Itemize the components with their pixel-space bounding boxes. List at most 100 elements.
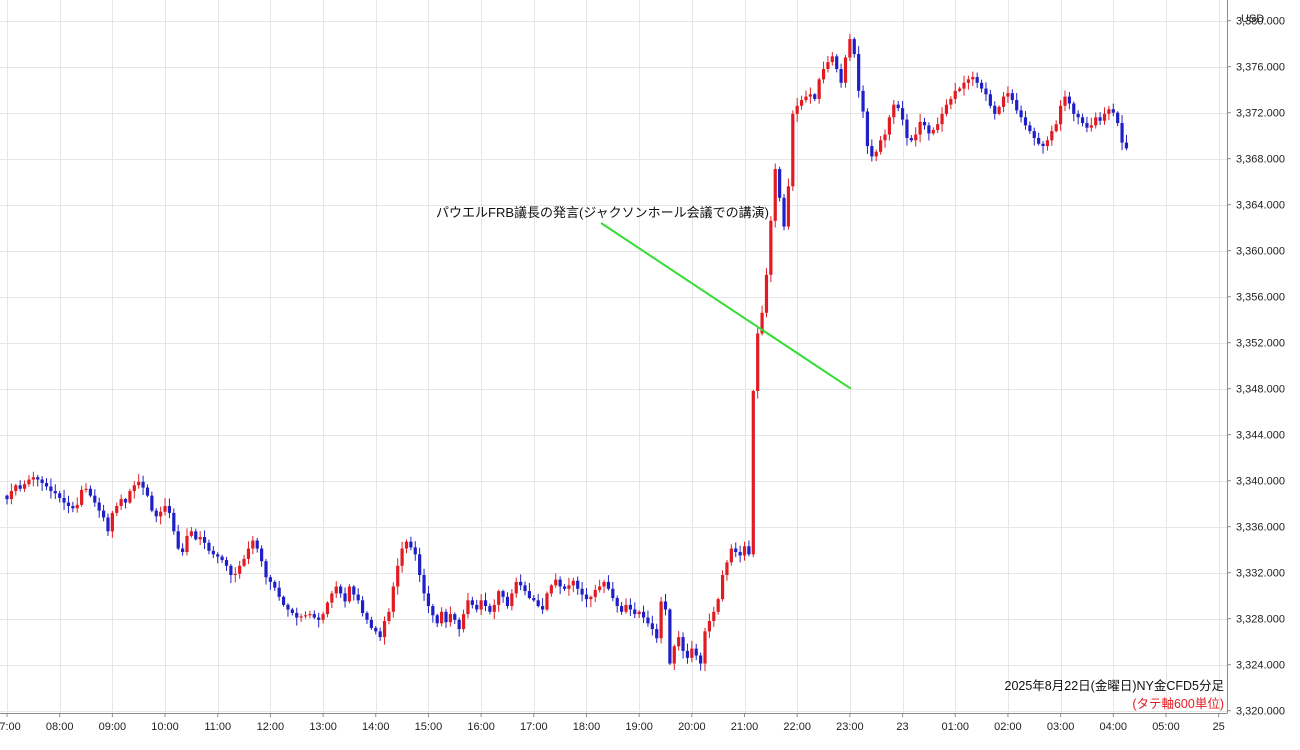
candle-body bbox=[1015, 100, 1019, 111]
y-tick-label: 3,340.000 bbox=[1236, 476, 1285, 488]
candle-body bbox=[211, 550, 215, 555]
candle-body bbox=[637, 611, 641, 615]
candle-body bbox=[747, 546, 751, 555]
candle-body bbox=[251, 540, 255, 549]
candle-body bbox=[202, 537, 207, 543]
candle-body bbox=[883, 134, 887, 141]
candle-body bbox=[861, 90, 865, 112]
candle-body bbox=[501, 591, 505, 597]
x-tick-label: 15:00 bbox=[415, 721, 443, 733]
candle-body bbox=[347, 586, 352, 602]
candle-body bbox=[75, 504, 79, 509]
candle-body bbox=[290, 609, 294, 613]
candle-body bbox=[611, 588, 615, 598]
candle-body bbox=[602, 581, 606, 587]
candle-body bbox=[1028, 125, 1032, 132]
candle-body bbox=[396, 565, 400, 587]
candle-body bbox=[470, 600, 474, 605]
candle-body bbox=[843, 57, 848, 83]
candle-body bbox=[115, 506, 119, 513]
candle-body bbox=[1116, 112, 1120, 124]
candle-body bbox=[571, 580, 575, 586]
candle-body bbox=[1010, 93, 1014, 101]
candle-body bbox=[299, 616, 303, 618]
candle-body bbox=[909, 138, 913, 141]
candle-body bbox=[707, 621, 711, 632]
candle-body bbox=[475, 604, 479, 610]
candle-body bbox=[49, 486, 53, 492]
candle-body bbox=[1120, 123, 1124, 143]
candle-body bbox=[1037, 138, 1041, 144]
candle-body bbox=[44, 483, 49, 487]
candle-body bbox=[962, 82, 966, 89]
candle-body bbox=[584, 594, 589, 600]
y-tick-label: 3,348.000 bbox=[1236, 384, 1285, 396]
candle-body bbox=[738, 552, 742, 556]
candle-body bbox=[808, 94, 812, 97]
x-tick-label: 04:00 bbox=[1100, 721, 1128, 733]
candle-body bbox=[782, 197, 786, 227]
candle-body bbox=[1006, 93, 1010, 97]
candle-body bbox=[488, 606, 492, 612]
x-tick-label: 23 bbox=[896, 721, 908, 733]
x-tick-label: 25 bbox=[1213, 721, 1225, 733]
candle-body bbox=[101, 510, 106, 518]
candle-body bbox=[106, 517, 110, 532]
candle-body bbox=[492, 604, 496, 612]
candle-body bbox=[510, 593, 514, 607]
x-tick-label: 14:00 bbox=[362, 721, 390, 733]
candle-body bbox=[1019, 110, 1023, 118]
candle-body bbox=[31, 477, 35, 480]
x-tick-label: 17:00 bbox=[520, 721, 548, 733]
candle-body bbox=[479, 600, 483, 610]
candle-body bbox=[9, 491, 13, 500]
candle-body bbox=[145, 487, 150, 496]
candle-body bbox=[931, 129, 935, 134]
candle-body bbox=[273, 581, 277, 588]
candle-body bbox=[277, 587, 281, 597]
candle-body bbox=[1001, 96, 1006, 107]
candle-body bbox=[409, 541, 413, 548]
candle-body bbox=[400, 548, 404, 566]
candle-body bbox=[330, 593, 334, 603]
candle-body bbox=[650, 623, 654, 630]
candle-body bbox=[5, 495, 9, 500]
candle-body bbox=[874, 151, 878, 157]
candle-body bbox=[773, 169, 777, 221]
y-tick-label: 3,336.000 bbox=[1236, 522, 1285, 534]
candle-body bbox=[804, 96, 808, 101]
candle-body bbox=[229, 565, 233, 575]
candle-body bbox=[1072, 103, 1076, 114]
candle-body bbox=[927, 125, 931, 134]
candle-body bbox=[382, 621, 387, 638]
candle-body bbox=[461, 614, 466, 630]
candle-body bbox=[918, 121, 922, 135]
candle-body bbox=[554, 579, 558, 586]
candle-body bbox=[852, 39, 856, 55]
candle-body bbox=[641, 611, 646, 618]
candle-body bbox=[699, 655, 703, 664]
candle-body bbox=[663, 601, 668, 610]
candle-body bbox=[418, 554, 422, 575]
candle-body bbox=[953, 90, 957, 99]
x-tick-label: 10:00 bbox=[151, 721, 179, 733]
candle-body bbox=[84, 488, 88, 490]
candle-body bbox=[865, 111, 870, 147]
candle-body bbox=[334, 586, 338, 594]
candle-body bbox=[549, 585, 553, 594]
candle-body bbox=[879, 140, 883, 152]
candle-body bbox=[281, 596, 286, 605]
y-tick-label: 3,332.000 bbox=[1236, 568, 1285, 580]
candle-body bbox=[431, 606, 435, 616]
candle-body bbox=[391, 586, 395, 612]
candle-body bbox=[1080, 117, 1085, 124]
chart-caption: 2025年8月22日(金曜日)NY金CFD5分足 (タテ軸600単位) bbox=[1005, 677, 1225, 713]
candle-body bbox=[694, 648, 698, 656]
candle-body bbox=[457, 619, 461, 630]
candles bbox=[5, 34, 1129, 672]
candle-body bbox=[720, 575, 725, 600]
candle-body bbox=[589, 596, 593, 600]
y-tick-label: 3,344.000 bbox=[1236, 430, 1285, 442]
x-tick-label: 16:00 bbox=[467, 721, 495, 733]
candle-body bbox=[435, 615, 439, 624]
